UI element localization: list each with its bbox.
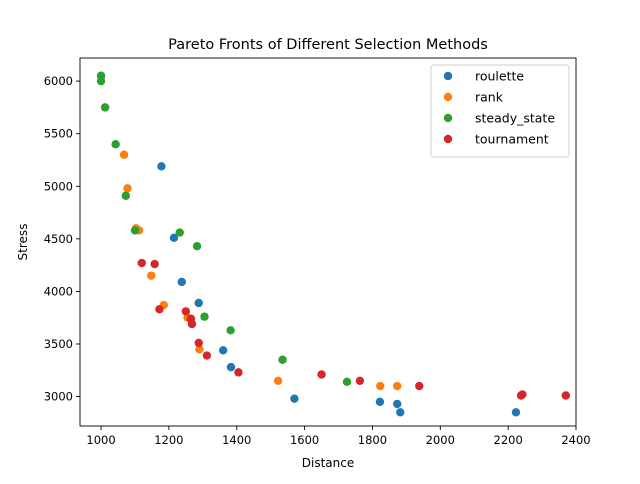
data-point-steady_state-10 [278, 355, 287, 364]
data-point-tournament-1 [150, 259, 159, 269]
data-point-tournament-0 [137, 258, 146, 268]
data-point-roulette-8 [290, 394, 299, 403]
legend-marker-steady_state [443, 113, 453, 123]
x-tick-label-1000: 1000 [86, 433, 115, 447]
legend-label-roulette: roulette [475, 69, 524, 84]
data-point-tournament-9 [317, 370, 326, 379]
y-tick-label-3000: 3000 [44, 390, 73, 404]
x-tick-label-1600: 1600 [290, 433, 319, 447]
data-point-steady_state-11 [342, 377, 352, 387]
data-point-steady_state-9 [226, 326, 235, 335]
y-tick-label-6000: 6000 [44, 74, 73, 88]
data-point-steady_state-1 [96, 76, 106, 86]
data-point-tournament-13 [516, 391, 526, 400]
x-tick-label-2000: 2000 [426, 433, 455, 447]
data-point-rank-10 [393, 381, 402, 391]
data-point-steady_state-5 [130, 226, 140, 235]
data-point-roulette-7 [226, 362, 236, 372]
axes: 1000 1200 1400 1600 1800 2000 2200 2400 3000 3500… [44, 57, 591, 447]
x-tick-label-1200: 1200 [154, 433, 183, 447]
data-point-steady_state-3 [111, 140, 120, 149]
legend-marker-roulette [443, 71, 453, 81]
y-tick-label-5000: 5000 [44, 179, 73, 193]
data-point-tournament-3 [181, 307, 191, 316]
x-tick-label-1400: 1400 [222, 433, 251, 447]
data-point-tournament-5 [187, 319, 197, 329]
data-point-steady_state-7 [192, 242, 202, 251]
data-point-rank-0 [119, 150, 129, 159]
y-tick-label-4500: 4500 [44, 232, 73, 246]
data-point-roulette-9 [375, 397, 385, 407]
data-point-rank-1 [123, 184, 132, 193]
x-axis-label: Distance [302, 456, 354, 470]
data-point-roulette-10 [393, 399, 402, 409]
legend: roulette rank steady_state tournament [430, 64, 570, 158]
data-point-rank-8 [273, 376, 283, 385]
series-tournament [137, 258, 571, 400]
data-point-rank-4 [147, 271, 156, 280]
legend-label-rank: rank [475, 90, 504, 105]
data-point-rank-9 [376, 381, 385, 391]
data-point-roulette-4 [177, 277, 186, 287]
data-point-roulette-3 [169, 233, 179, 242]
data-point-roulette-11 [396, 408, 405, 417]
data-point-steady_state-6 [175, 228, 184, 237]
x-tick-label-1800: 1800 [358, 433, 387, 447]
data-point-tournament-14 [561, 391, 571, 400]
y-tick-label-5500: 5500 [44, 127, 73, 141]
data-point-steady_state-4 [121, 191, 130, 200]
data-point-tournament-2 [155, 305, 164, 314]
legend-marker-tournament [443, 134, 453, 144]
data-point-roulette-12 [511, 408, 521, 417]
legend-label-tournament: tournament [475, 132, 549, 147]
data-point-steady_state-2 [100, 103, 110, 112]
data-point-roulette-5 [194, 298, 203, 308]
chart-title: Pareto Fronts of Different Selection Met… [168, 37, 488, 53]
legend-frame [430, 64, 570, 158]
data-point-tournament-8 [234, 368, 243, 377]
series-steady_state [96, 71, 352, 387]
axes-frame [79, 57, 577, 427]
data-point-roulette-6 [218, 346, 228, 355]
y-axis-label: Stress [16, 224, 30, 261]
data-point-rank-7 [195, 345, 204, 354]
data-point-tournament-11 [415, 381, 424, 391]
plot-area [96, 71, 571, 417]
data-point-tournament-7 [202, 351, 212, 360]
y-tick-label-3500: 3500 [44, 337, 73, 351]
legend-marker-rank [443, 92, 453, 102]
legend-label-steady_state: steady_state [475, 111, 555, 126]
data-point-steady_state-8 [200, 312, 209, 321]
x-tick-label-2200: 2200 [494, 433, 523, 447]
x-tick-label-2400: 2400 [561, 433, 590, 447]
y-tick-label-4000: 4000 [44, 284, 73, 298]
data-point-roulette-2 [157, 162, 166, 171]
data-point-tournament-10 [355, 376, 365, 385]
data-point-tournament-6 [194, 338, 203, 348]
